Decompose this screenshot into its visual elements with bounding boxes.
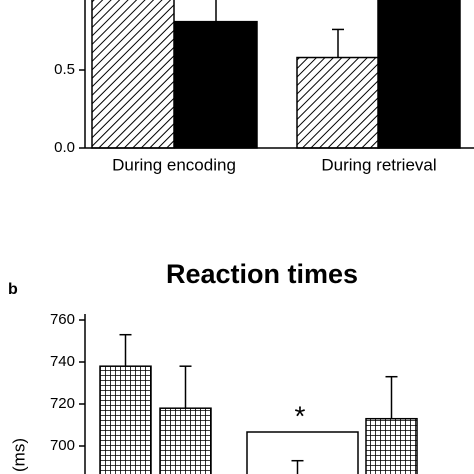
y-tick-label: 760 bbox=[50, 311, 75, 328]
y-tick-label: 740 bbox=[50, 353, 75, 370]
y-tick-label: 0.0 bbox=[54, 139, 75, 156]
bar bbox=[99, 365, 152, 474]
y-tick-label: 0.5 bbox=[54, 61, 75, 78]
bar bbox=[365, 417, 418, 474]
y-axis-label: (ms) bbox=[9, 438, 28, 472]
significance-bracket bbox=[246, 431, 359, 474]
annotation: * bbox=[295, 400, 306, 431]
panel-label: b bbox=[8, 281, 18, 298]
bar bbox=[174, 20, 258, 149]
x-tick-label: During retrieval bbox=[321, 155, 436, 174]
chart-title: Reaction times bbox=[166, 259, 358, 289]
x-tick-label: During encoding bbox=[112, 155, 236, 174]
bar bbox=[377, 0, 461, 149]
bar bbox=[296, 56, 380, 149]
bar bbox=[91, 0, 175, 149]
y-tick-label: 700 bbox=[50, 437, 75, 454]
bar bbox=[159, 407, 212, 474]
y-tick-label: 720 bbox=[50, 395, 75, 412]
